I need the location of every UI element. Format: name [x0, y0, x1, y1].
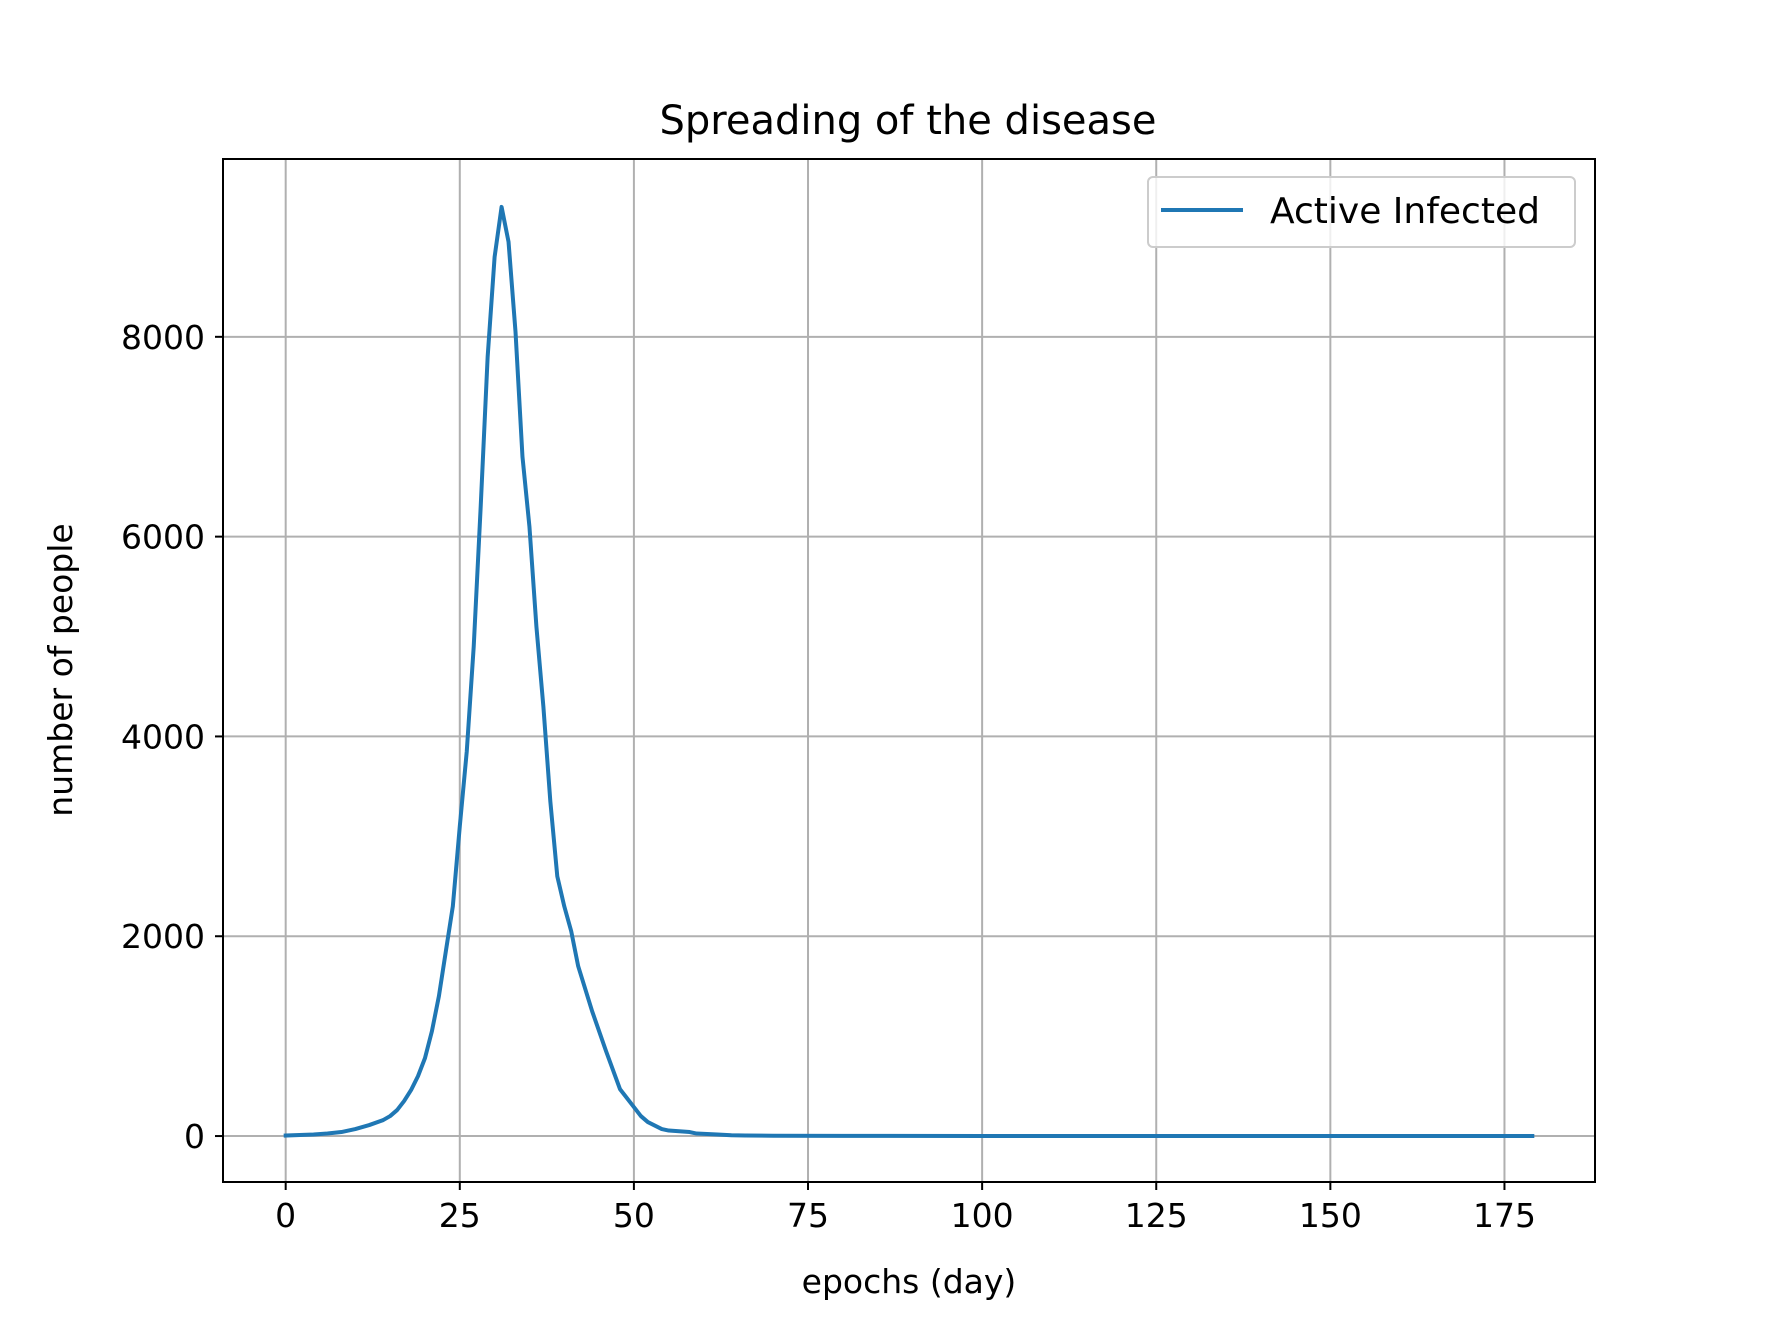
x-axis-label: epochs (day): [802, 1262, 1017, 1301]
axis-ticks: 0 25 50 75 100 125 150 175 0 2000 4000 6000 8000: [121, 318, 1536, 1235]
series-lines: [283, 204, 1535, 1138]
legend-label-active-infected: Active Infected: [1270, 191, 1540, 232]
chart-title: Spreading of the disease: [660, 98, 1157, 144]
y-tick-label: 0: [184, 1117, 205, 1156]
plot-frame: [222, 158, 1596, 1183]
y-tick-label: 4000: [121, 717, 205, 756]
y-axis-label: number of people: [41, 523, 80, 816]
x-tick-label: 50: [613, 1196, 655, 1235]
legend: Active Infected: [1147, 176, 1576, 248]
grid: [223, 159, 1595, 1182]
x-tick-label: 100: [951, 1196, 1014, 1235]
y-tick-label: 2000: [121, 917, 205, 956]
x-tick-label: 0: [275, 1196, 296, 1235]
x-tick-label: 150: [1299, 1196, 1362, 1235]
x-tick-label: 75: [787, 1196, 829, 1235]
legend-box: [1147, 176, 1576, 248]
x-tick-label: 25: [439, 1196, 481, 1235]
series-line-active-infected: [283, 204, 1535, 1138]
y-tick-label: 6000: [121, 518, 205, 557]
y-tick-label: 8000: [121, 318, 205, 357]
x-tick-label: 175: [1473, 1196, 1536, 1235]
x-tick-label: 125: [1125, 1196, 1188, 1235]
